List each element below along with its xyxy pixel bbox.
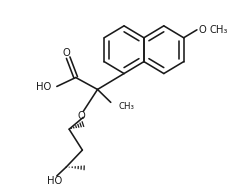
Text: CH₃: CH₃	[209, 25, 228, 35]
Text: O: O	[78, 111, 85, 121]
Text: HO: HO	[36, 82, 51, 92]
Text: CH₃: CH₃	[118, 102, 134, 111]
Text: HO: HO	[47, 176, 63, 186]
Text: O: O	[199, 25, 207, 35]
Text: O: O	[63, 48, 70, 58]
